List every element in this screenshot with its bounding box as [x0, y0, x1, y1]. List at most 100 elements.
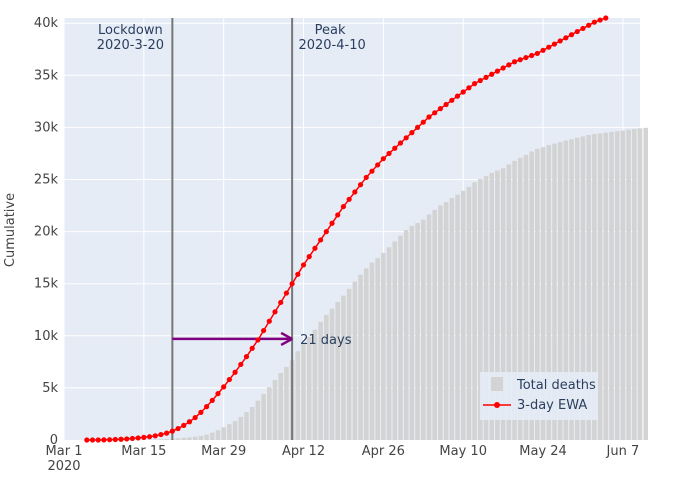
- bar: [592, 134, 597, 440]
- ewa-point: [318, 237, 324, 243]
- bar: [626, 129, 631, 440]
- ewa-point: [369, 168, 375, 174]
- ewa-point: [517, 57, 523, 63]
- bar: [278, 372, 283, 440]
- ewa-point: [135, 435, 141, 441]
- bar: [244, 412, 249, 440]
- bar: [324, 314, 329, 440]
- ewa-point: [278, 299, 284, 306]
- bar: [415, 223, 420, 440]
- ewa-point: [169, 428, 175, 434]
- bar: [455, 194, 460, 440]
- arrow-label: 21 days: [300, 333, 352, 348]
- ewa-point: [118, 436, 124, 442]
- bar: [603, 132, 609, 440]
- ewa-point: [352, 189, 358, 195]
- bar: [267, 387, 272, 440]
- bar: [255, 400, 261, 440]
- ewa-point: [472, 81, 478, 87]
- bar: [341, 295, 346, 440]
- y-tick-label: 25k: [34, 173, 59, 188]
- bar: [295, 351, 301, 440]
- legend[interactable]: Total deaths 3-day EWA: [480, 372, 598, 420]
- y-axis-title: Cumulative: [3, 193, 18, 267]
- ewa-point: [568, 32, 575, 38]
- ewa-point: [449, 97, 455, 103]
- ewa-point: [529, 52, 535, 59]
- bar: [552, 143, 557, 441]
- bar: [249, 407, 255, 440]
- ewa-point: [266, 318, 272, 324]
- bar: [540, 147, 546, 440]
- bar: [563, 140, 569, 440]
- ewa-point: [323, 229, 329, 235]
- arrow-head: [280, 331, 293, 347]
- y-tick-label: 15k: [34, 277, 59, 292]
- bar: [500, 168, 506, 440]
- ewa-point: [272, 309, 278, 315]
- bar: [614, 131, 620, 440]
- bar: [409, 226, 415, 440]
- bar: [369, 262, 375, 440]
- bar: [580, 136, 586, 440]
- bar: [358, 274, 363, 440]
- bar: [329, 308, 335, 440]
- bar: [375, 258, 380, 440]
- bar: [209, 432, 215, 440]
- ewa-point: [534, 50, 540, 57]
- ewa-point: [192, 414, 198, 421]
- bar: [643, 127, 648, 440]
- legend-label-ewa: 3-day EWA: [517, 398, 587, 413]
- x-tick-label: Apr 26: [362, 444, 405, 459]
- event-label: Peak: [315, 23, 346, 38]
- ewa-point: [164, 430, 170, 436]
- ewa-point: [363, 174, 369, 181]
- ewa-point: [238, 361, 244, 368]
- x-tick-label: Apr 12: [282, 444, 325, 459]
- bar: [495, 170, 500, 441]
- ewa-point: [175, 425, 181, 432]
- bar: [398, 235, 403, 440]
- ewa-point: [221, 384, 227, 390]
- y-tick-label: 35k: [34, 68, 59, 83]
- ewa-point: [198, 409, 204, 415]
- ewa-point: [306, 254, 312, 260]
- bar: [546, 145, 552, 440]
- bar: [306, 336, 312, 440]
- y-tick-label: 20k: [34, 225, 59, 240]
- x-tick-label: Mar 1: [46, 444, 83, 459]
- y-tick-label: 5k: [42, 381, 58, 396]
- bar: [609, 131, 614, 440]
- ewa-point: [129, 435, 136, 442]
- ewa-point: [483, 74, 489, 80]
- ewa-point: [460, 89, 466, 95]
- bar: [460, 190, 466, 440]
- ewa-point: [426, 114, 432, 120]
- x-tick-label: Mar 29: [201, 444, 246, 459]
- x-tick-year-label: 2020: [47, 459, 80, 474]
- bar: [392, 241, 398, 440]
- bar: [175, 438, 181, 440]
- ewa-point: [152, 433, 158, 439]
- ewa-point: [346, 196, 352, 202]
- bar: [489, 172, 495, 440]
- legend-swatch-total-deaths: [491, 377, 503, 391]
- bar: [215, 430, 221, 440]
- bar: [586, 135, 591, 440]
- line-series: [84, 15, 609, 443]
- ewa-point: [494, 68, 501, 74]
- ewa-point: [597, 17, 603, 23]
- event-date-label: 2020-3-20: [97, 38, 164, 53]
- ewa-point: [397, 140, 404, 146]
- ewa-point: [591, 19, 597, 25]
- bar: [346, 288, 352, 440]
- bar: [443, 202, 449, 440]
- x-tick-label: Mar 15: [121, 444, 166, 459]
- bar: [632, 128, 637, 440]
- ewa-point: [158, 431, 164, 438]
- ewa-point: [489, 71, 495, 77]
- bar-series: [95, 127, 648, 441]
- bar: [426, 214, 432, 440]
- legend-label-total-deaths: Total deaths: [516, 378, 596, 393]
